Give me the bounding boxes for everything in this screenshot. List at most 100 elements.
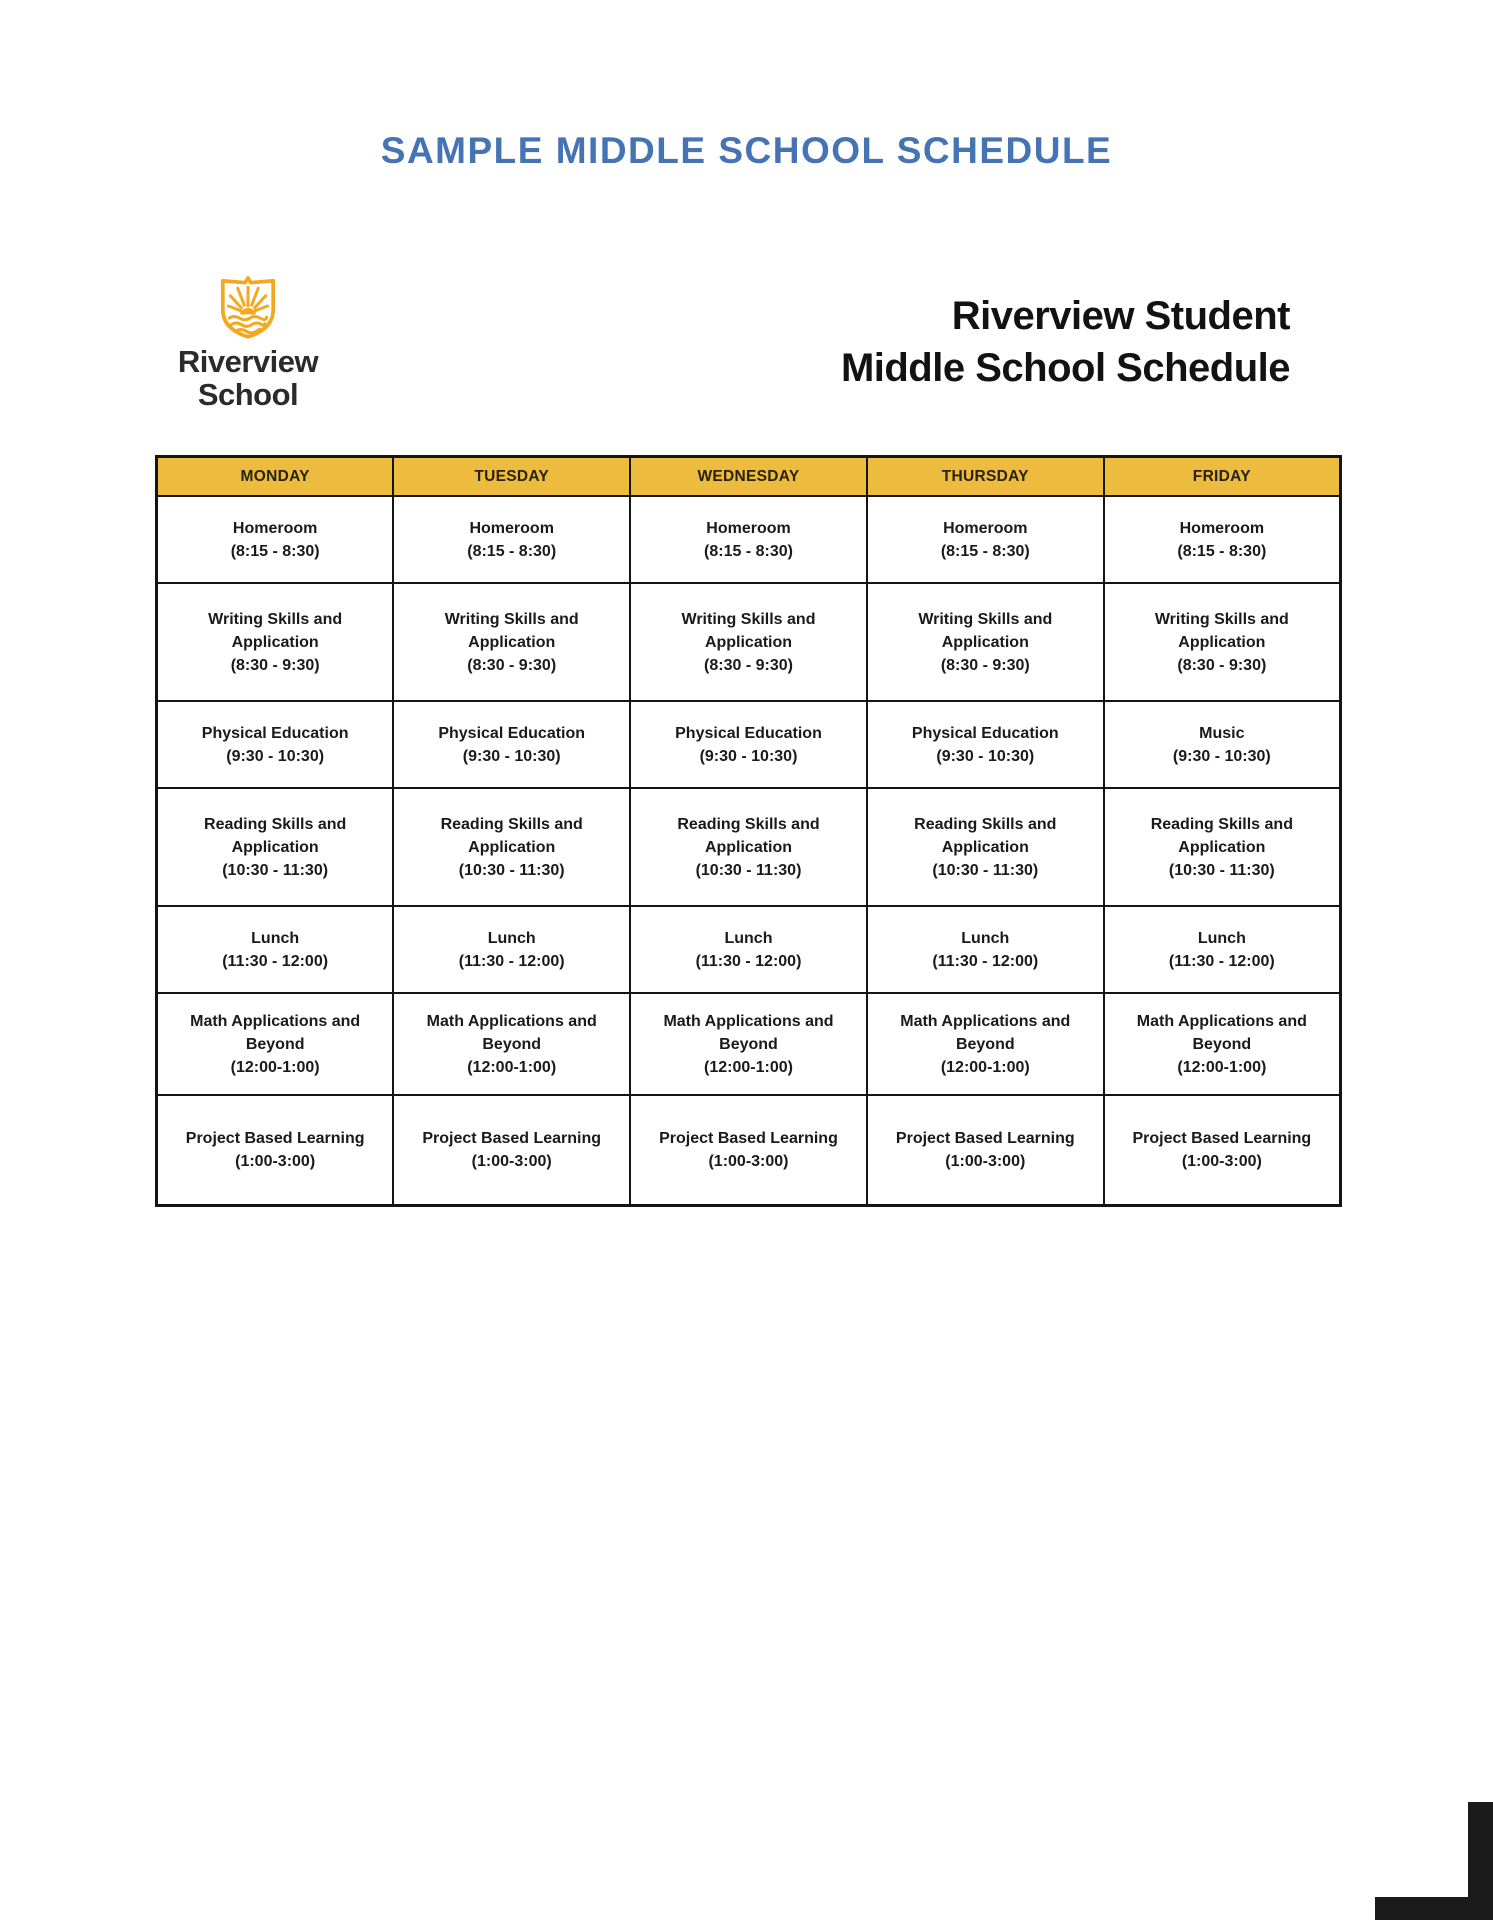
schedule-table: MONDAY TUESDAY WEDNESDAY THURSDAY FRIDAY… xyxy=(155,455,1342,1207)
schedule-row-pe: Physical Education (9:30 - 10:30) Physica… xyxy=(155,700,1342,789)
class-title: Math Applications and Beyond xyxy=(1136,1012,1307,1053)
class-time: (9:30 - 10:30) xyxy=(226,747,325,765)
class-time: (8:30 - 9:30) xyxy=(230,656,320,674)
class-title: Writing Skills and Application xyxy=(918,610,1053,651)
schedule-cell: Homeroom (8:15 - 8:30) xyxy=(155,495,395,584)
day-header-monday: MONDAY xyxy=(155,455,395,497)
class-title: Homeroom xyxy=(706,519,791,537)
class-title: Reading Skills and Application xyxy=(914,815,1057,856)
class-title: Lunch xyxy=(961,929,1010,947)
schedule-row-writing: Writing Skills and Application (8:30 - 9:… xyxy=(155,582,1342,702)
class-title: Project Based Learning xyxy=(659,1130,838,1147)
schedule-cell: Project Based Learning (1:00-3:00) xyxy=(155,1094,395,1207)
schedule-cell: Project Based Learning (1:00-3:00) xyxy=(865,1094,1105,1207)
schedule-cell: Homeroom (8:15 - 8:30) xyxy=(865,495,1105,584)
class-time: (1:00-3:00) xyxy=(708,1153,789,1170)
class-time: (10:30 - 11:30) xyxy=(695,861,802,879)
class-title: Physical Education xyxy=(675,724,822,742)
class-title: Physical Education xyxy=(438,724,586,742)
class-title: Physical Education xyxy=(911,724,1059,742)
schedule-cell: Writing Skills and Application (8:30 - 9:… xyxy=(392,582,632,702)
day-header-friday: FRIDAY xyxy=(1102,455,1342,497)
class-time: (1:00-3:00) xyxy=(471,1153,552,1170)
schedule-cell: Reading Skills and Application (10:30 - 1… xyxy=(155,787,395,907)
day-header-row: MONDAY TUESDAY WEDNESDAY THURSDAY FRIDAY xyxy=(155,455,1342,497)
schedule-cell: Lunch (11:30 - 12:00) xyxy=(392,905,632,994)
class-title: Reading Skills and Application xyxy=(204,815,347,856)
schedule-cell: Project Based Learning (1:00-3:00) xyxy=(392,1094,632,1207)
schedule-cell: Music (9:30 - 10:30) xyxy=(1102,700,1342,789)
riverview-shield-icon xyxy=(220,276,276,339)
class-time: (8:15 - 8:30) xyxy=(1177,542,1267,560)
class-time: (10:30 - 11:30) xyxy=(458,861,565,879)
schedule-row-pbl: Project Based Learning (1:00-3:00) Projec… xyxy=(155,1094,1342,1207)
class-title: Writing Skills and Application xyxy=(1154,610,1289,651)
class-title: Physical Education xyxy=(201,724,349,742)
day-header-wednesday: WEDNESDAY xyxy=(629,455,868,497)
schedule-row-lunch: Lunch (11:30 - 12:00) Lunch (11:30 - 12:00… xyxy=(155,905,1342,994)
schedule-cell: Homeroom (8:15 - 8:30) xyxy=(392,495,632,584)
class-title: Project Based Learning xyxy=(422,1130,602,1147)
schedule-row-reading: Reading Skills and Application (10:30 - 1… xyxy=(155,787,1342,907)
class-time: (8:30 - 9:30) xyxy=(940,656,1030,674)
class-time: (1:00-3:00) xyxy=(945,1153,1026,1170)
class-time: (12:00-1:00) xyxy=(704,1058,793,1076)
schedule-cell: Physical Education (9:30 - 10:30) xyxy=(865,700,1105,789)
schedule-cell: Homeroom (8:15 - 8:30) xyxy=(629,495,868,584)
class-title: Lunch xyxy=(487,929,536,947)
day-header-thursday: THURSDAY xyxy=(865,455,1105,497)
class-time: (8:30 - 9:30) xyxy=(1177,656,1267,674)
class-time: (8:15 - 8:30) xyxy=(467,542,557,560)
class-time: (12:00-1:00) xyxy=(467,1058,557,1076)
schedule-cell: Lunch (11:30 - 12:00) xyxy=(629,905,868,994)
schedule-cell: Math Applications and Beyond (12:00-1:00) xyxy=(1102,992,1342,1096)
class-time: (9:30 - 10:30) xyxy=(462,747,561,765)
class-title: Reading Skills and Application xyxy=(1150,815,1293,856)
class-time: (8:15 - 8:30) xyxy=(940,542,1030,560)
class-title: Writing Skills and Application xyxy=(444,610,579,651)
schedule-cell: Writing Skills and Application (8:30 - 9:… xyxy=(1102,582,1342,702)
schedule-row-math: Math Applications and Beyond (12:00-1:00)… xyxy=(155,992,1342,1096)
class-time: (11:30 - 12:00) xyxy=(458,952,565,970)
class-time: (10:30 - 11:30) xyxy=(1168,861,1275,879)
class-title: Project Based Learning xyxy=(895,1130,1075,1147)
class-title: Homeroom xyxy=(1179,519,1265,537)
class-title: Homeroom xyxy=(232,519,318,537)
schedule-cell: Math Applications and Beyond (12:00-1:00) xyxy=(629,992,868,1096)
class-title: Music xyxy=(1199,724,1245,742)
day-header-tuesday: TUESDAY xyxy=(392,455,632,497)
class-time: (1:00-3:00) xyxy=(1181,1153,1262,1170)
schedule-cell: Math Applications and Beyond (12:00-1:00) xyxy=(865,992,1105,1096)
schedule-cell: Math Applications and Beyond (12:00-1:00) xyxy=(155,992,395,1096)
heading-line2: Middle School Schedule xyxy=(840,346,1291,390)
class-time: (9:30 - 10:30) xyxy=(936,747,1035,765)
schedule-row-homeroom: Homeroom (8:15 - 8:30) Homeroom (8:15 - 8:… xyxy=(155,495,1342,584)
schedule-cell: Writing Skills and Application (8:30 - 9:… xyxy=(865,582,1105,702)
page-title: SAMPLE MIDDLE SCHOOL SCHEDULE xyxy=(380,130,1113,171)
class-time: (10:30 - 11:30) xyxy=(932,861,1039,879)
schedule-cell: Physical Education (9:30 - 10:30) xyxy=(155,700,395,789)
class-time: (11:30 - 12:00) xyxy=(222,952,329,970)
schedule-cell: Math Applications and Beyond (12:00-1:00) xyxy=(392,992,632,1096)
schedule-cell: Project Based Learning (1:00-3:00) xyxy=(1102,1094,1342,1207)
schedule-cell: Reading Skills and Application (10:30 - 1… xyxy=(865,787,1105,907)
class-time: (12:00-1:00) xyxy=(230,1058,320,1076)
schedule-cell: Physical Education (9:30 - 10:30) xyxy=(629,700,868,789)
class-title: Writing Skills and Application xyxy=(681,610,816,651)
class-time: (12:00-1:00) xyxy=(940,1058,1030,1076)
schedule-cell: Reading Skills and Application (10:30 - 1… xyxy=(1102,787,1342,907)
schedule-cell: Homeroom (8:15 - 8:30) xyxy=(1102,495,1342,584)
class-title: Project Based Learning xyxy=(185,1130,365,1147)
schedule-cell: Physical Education (9:30 - 10:30) xyxy=(392,700,632,789)
class-time: (9:30 - 10:30) xyxy=(699,747,798,765)
class-time: (11:30 - 12:00) xyxy=(932,952,1039,970)
schedule-cell: Reading Skills and Application (10:30 - 1… xyxy=(392,787,632,907)
class-time: (1:00-3:00) xyxy=(235,1153,316,1170)
class-time: (8:30 - 9:30) xyxy=(467,656,557,674)
class-title: Lunch xyxy=(1197,929,1246,947)
school-logo: Riverview School xyxy=(150,272,346,411)
document-heading: Riverview Student Middle School Schedule xyxy=(840,290,1291,394)
class-title: Math Applications and Beyond xyxy=(900,1012,1071,1053)
class-time: (8:15 - 8:30) xyxy=(230,542,320,560)
class-title: Math Applications and Beyond xyxy=(663,1012,834,1053)
